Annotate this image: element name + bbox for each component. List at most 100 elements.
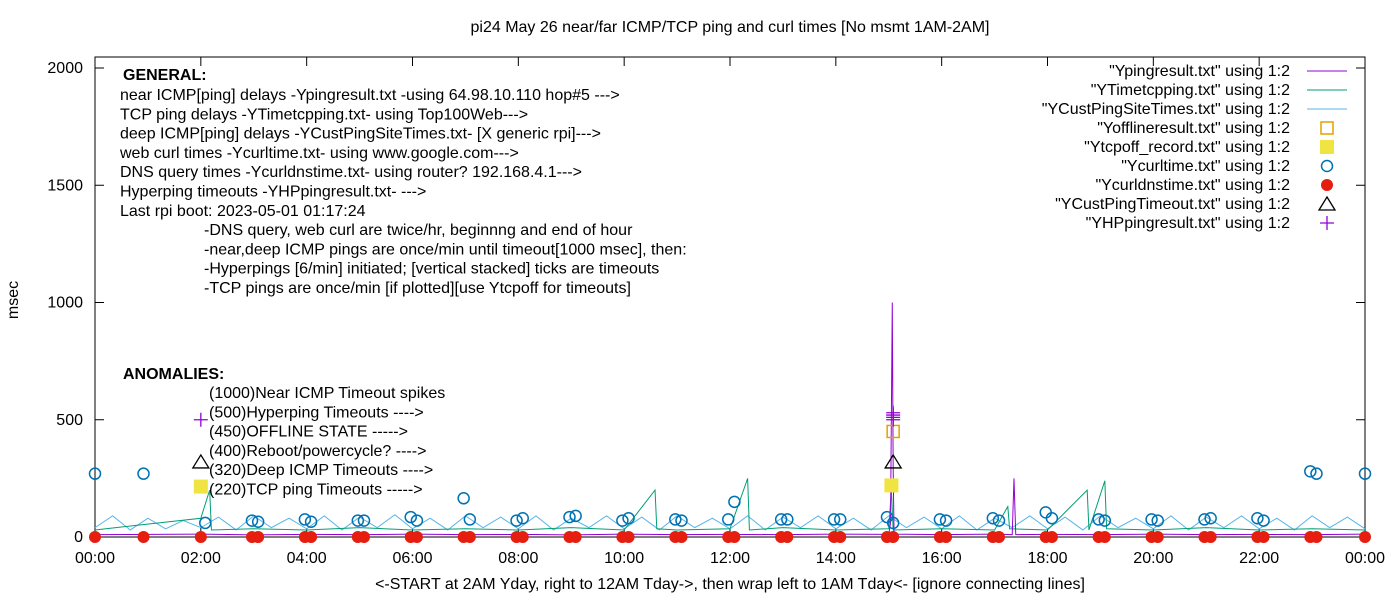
data-point: [410, 531, 423, 543]
anomalies-heading: ANOMALIES:: [123, 366, 224, 383]
series-6: [89, 531, 1371, 543]
data-point: [1045, 511, 1059, 525]
x-tick-label: 12:00: [710, 550, 750, 567]
chart-title: pi24 May 26 near/far ICMP/TCP ping and c…: [471, 19, 990, 36]
legend-label: "Ypingresult.txt" using 1:2: [1109, 63, 1290, 80]
legend-swatch: [1320, 216, 1334, 230]
x-tick-label: 14:00: [816, 550, 856, 567]
data-point: [883, 453, 903, 469]
anomaly-note: (1000)Near ICMP Timeout spikes: [209, 385, 445, 402]
data-point: [193, 479, 208, 494]
x-tick-label: 00:00: [75, 550, 115, 567]
data-point: [137, 531, 150, 543]
data-point: [1098, 531, 1111, 543]
legend: "Ypingresult.txt" using 1:2 "YTimetcpping…: [1042, 63, 1347, 232]
data-point: [781, 513, 794, 526]
data-point: [622, 511, 635, 525]
data-point: [886, 516, 900, 530]
data-point: [193, 412, 208, 427]
x-tick-label: 04:00: [287, 550, 327, 567]
data-point: [1092, 513, 1105, 526]
general-heading: GENERAL:: [123, 67, 207, 84]
data-point: [886, 405, 901, 420]
legend-label: "YHPpingresult.txt" using 1:2: [1086, 215, 1290, 232]
data-point: [457, 492, 470, 505]
legend-swatch: [1321, 179, 1333, 191]
data-point: [304, 515, 318, 529]
data-point: [833, 513, 847, 526]
legend-entry: "YCustPingSiteTimes.txt" using 1:2: [1042, 101, 1347, 118]
data-point: [1257, 514, 1270, 527]
anomaly-note: (400)Reboot/powercycle? ---->: [209, 443, 426, 460]
general-note: Last rpi boot: 2023-05-01 01:17:24: [120, 203, 366, 220]
data-point: [563, 510, 576, 524]
y-axis-label: msec: [5, 281, 22, 319]
x-tick-label: 10:00: [604, 550, 644, 567]
series-7: [191, 453, 903, 469]
data-point: [463, 513, 477, 526]
general-note-indented: -TCP pings are once/min [if plotted][use…: [204, 280, 631, 297]
general-note-indented: -DNS query, web curl are twice/hr, begin…: [204, 222, 633, 239]
data-point: [357, 531, 370, 543]
data-point: [245, 514, 259, 527]
plot-area: [88, 302, 1372, 543]
data-point: [357, 514, 371, 527]
data-point: [1359, 531, 1371, 543]
data-point: [940, 531, 953, 543]
x-tick-label: 20:00: [1133, 550, 1173, 567]
anomaly-note: (500)Hyperping Timeouts ---->: [209, 404, 424, 421]
data-point: [675, 514, 688, 527]
legend-swatch: [1320, 121, 1334, 135]
x-tick-label: 02:00: [181, 550, 221, 567]
data-point: [933, 513, 947, 526]
data-point: [884, 478, 899, 493]
annotations: GENERAL: near ICMP[ping] delays -Ypingres…: [119, 67, 687, 499]
data-point: [1198, 513, 1211, 526]
general-note-indented: -near,deep ICMP pings are once/min until…: [204, 241, 687, 258]
data-point: [410, 514, 424, 527]
general-note: Hyperping timeouts -YHPpingresult.txt- -…: [120, 184, 426, 201]
data-point: [1151, 531, 1164, 543]
data-point: [834, 531, 847, 543]
data-point: [88, 467, 102, 480]
legend-entry: "Ypingresult.txt" using 1:2: [1109, 63, 1347, 80]
data-point: [463, 531, 476, 543]
data-point: [252, 531, 265, 543]
data-point: [404, 510, 417, 524]
data-point: [675, 531, 688, 543]
general-note: deep ICMP[ping] delays -YCustPingSiteTim…: [120, 126, 601, 143]
data-point: [1310, 531, 1323, 543]
y-tick-label: 1000: [47, 295, 83, 312]
series-line: [94, 478, 1366, 531]
legend-label: "Ycurltime.txt" using 1:2: [1121, 158, 1290, 175]
data-point: [1304, 465, 1317, 478]
data-point: [1145, 513, 1158, 526]
x-tick-label: 08:00: [498, 550, 538, 567]
data-point: [305, 531, 318, 543]
y-tick-label: 500: [56, 412, 83, 429]
data-point: [1251, 511, 1264, 525]
general-note: web curl times -Ycurltime.txt- using www…: [119, 145, 519, 162]
series-5: [88, 465, 1372, 530]
legend-entry: "YCustPingTimeout.txt" using 1:2: [1055, 195, 1337, 213]
data-point: [1204, 511, 1217, 525]
data-point: [781, 531, 794, 543]
data-point: [516, 531, 529, 543]
series-1: [94, 478, 1366, 531]
data-point: [728, 495, 741, 509]
data-point: [198, 516, 212, 530]
legend-label: "YCustPingSiteTimes.txt" using 1:2: [1042, 101, 1290, 118]
anomaly-note: (320)Deep ICMP Timeouts ---->: [209, 462, 433, 479]
data-point: [298, 513, 312, 526]
data-point: [569, 509, 582, 523]
data-point: [1310, 467, 1323, 480]
legend-label: "Yofflineresult.txt" using 1:2: [1097, 120, 1290, 137]
data-point: [1045, 531, 1058, 543]
data-point: [827, 513, 841, 526]
y-tick-label: 0: [74, 529, 83, 546]
general-note-indented: -Hyperpings [6/min] initiated; [vertical…: [204, 261, 659, 278]
data-point: [887, 531, 900, 543]
x-tick-label: 22:00: [1239, 550, 1279, 567]
data-point: [516, 511, 529, 525]
